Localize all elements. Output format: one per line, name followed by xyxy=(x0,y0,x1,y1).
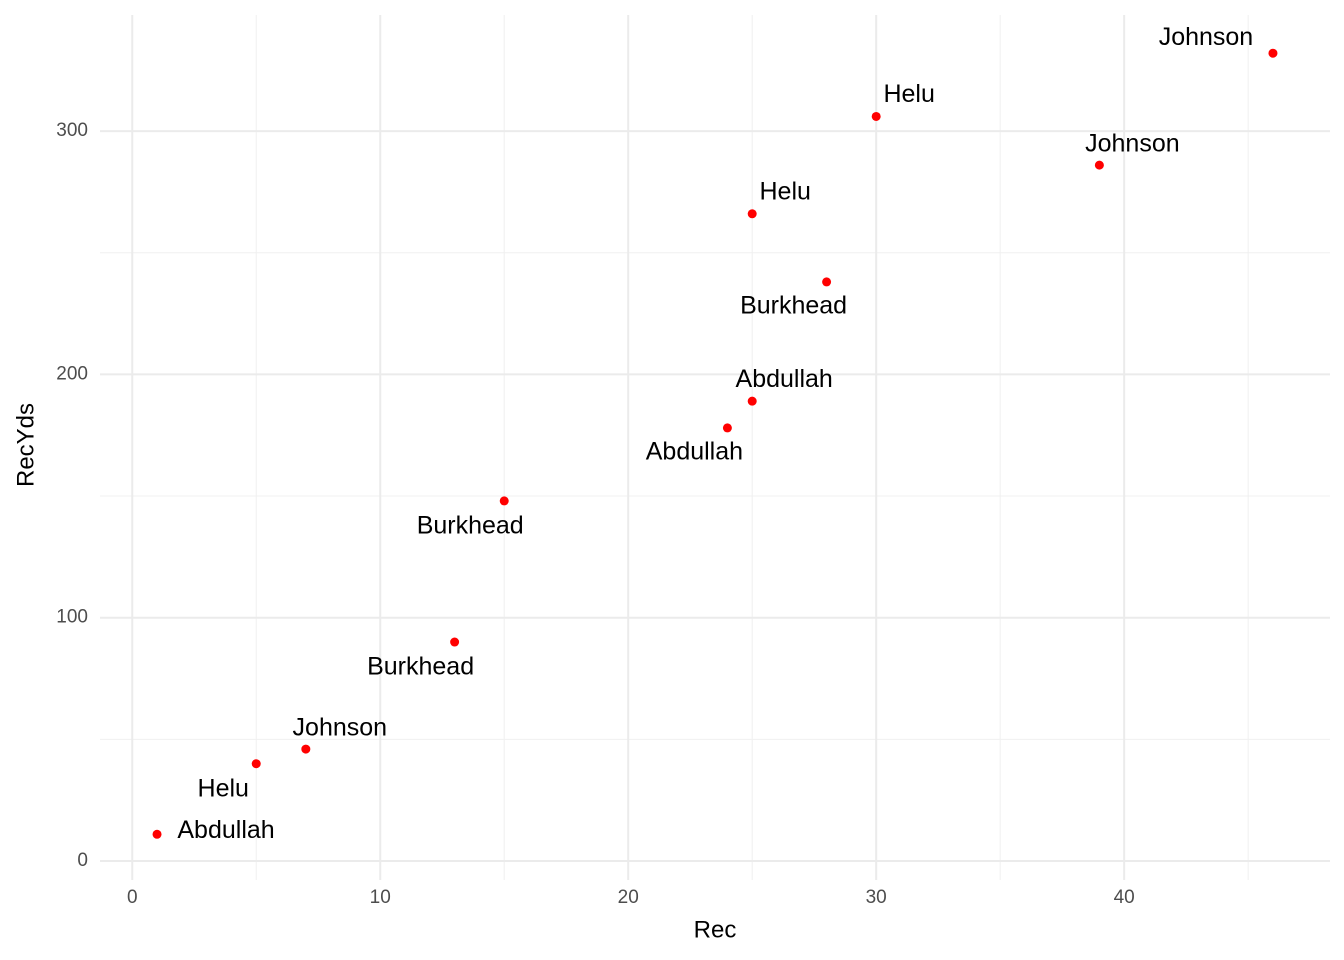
point-label: Burkhead xyxy=(740,292,847,320)
x-tick-label: 20 xyxy=(618,887,639,908)
point-label: Helu xyxy=(759,177,810,205)
point xyxy=(1094,160,1104,170)
x-tick-label: 40 xyxy=(1114,887,1135,908)
point-label: Abdullah xyxy=(177,816,274,844)
point-label: Burkhead xyxy=(417,512,524,540)
point xyxy=(871,111,881,121)
x-tick-label: 30 xyxy=(866,887,887,908)
point-label: Burkhead xyxy=(367,653,474,681)
point xyxy=(152,829,162,839)
point xyxy=(747,396,757,406)
point-label: Helu xyxy=(198,774,249,802)
point xyxy=(450,637,460,647)
y-tick-label: 0 xyxy=(77,850,88,871)
y-tick-label: 300 xyxy=(56,120,88,141)
y-axis-title: RecYds xyxy=(12,403,39,487)
point-label: Johnson xyxy=(293,714,388,742)
point-label: Johnson xyxy=(1159,23,1254,51)
point-label: Abdullah xyxy=(736,365,833,393)
x-tick-label: 10 xyxy=(370,887,391,908)
point xyxy=(301,744,311,754)
y-tick-label: 100 xyxy=(56,607,88,628)
x-axis-title: Rec xyxy=(694,916,737,943)
point xyxy=(822,277,832,287)
x-tick-label: 0 xyxy=(127,887,138,908)
y-tick-label: 200 xyxy=(56,363,88,384)
point-label: Helu xyxy=(883,80,934,108)
point-label: Abdullah xyxy=(646,438,743,466)
point xyxy=(251,759,261,769)
point xyxy=(499,496,509,506)
point xyxy=(722,423,732,433)
point-label: Johnson xyxy=(1085,130,1180,158)
point xyxy=(1268,48,1278,58)
point xyxy=(747,209,757,219)
